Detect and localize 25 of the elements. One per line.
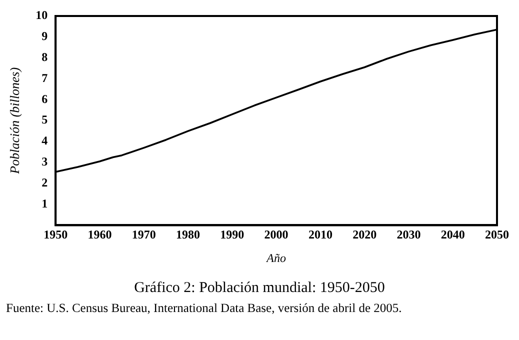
y-axis-title: Población (billones) bbox=[7, 67, 22, 175]
y-tick-label: 2 bbox=[42, 175, 48, 190]
y-tick-label: 10 bbox=[36, 8, 48, 22]
x-tick-label: 2050 bbox=[485, 227, 509, 242]
y-tick-label: 3 bbox=[42, 154, 48, 169]
x-tick-label: 1970 bbox=[132, 227, 156, 242]
y-tick-label: 7 bbox=[42, 70, 48, 85]
x-tick-label: 2030 bbox=[396, 227, 421, 242]
x-tick-label: 1960 bbox=[88, 227, 112, 242]
y-tick-label: 9 bbox=[42, 29, 48, 44]
x-tick-label: 1950 bbox=[44, 227, 68, 242]
x-tick-label: 1990 bbox=[220, 227, 244, 242]
x-tick-label: 1980 bbox=[176, 227, 200, 242]
y-tick-label: 5 bbox=[42, 112, 48, 127]
y-tick-label: 6 bbox=[42, 92, 48, 106]
source-note: Fuente: U.S. Census Bureau, International Data Base, versión de abril de 2005. bbox=[6, 301, 403, 316]
y-tick-label: 4 bbox=[42, 134, 48, 148]
text: Gráfico 2: Población mundial: 1950-2050 bbox=[133, 280, 386, 297]
x-axis-title: Año bbox=[266, 250, 286, 265]
x-tick-label: 2000 bbox=[264, 227, 288, 242]
y-tick-label: 1 bbox=[42, 196, 48, 210]
x-tick-label: 2010 bbox=[308, 227, 332, 242]
x-tick-label: 2020 bbox=[352, 227, 377, 242]
y-tick-label: 8 bbox=[42, 50, 48, 64]
x-tick-label: 2040 bbox=[440, 227, 465, 242]
